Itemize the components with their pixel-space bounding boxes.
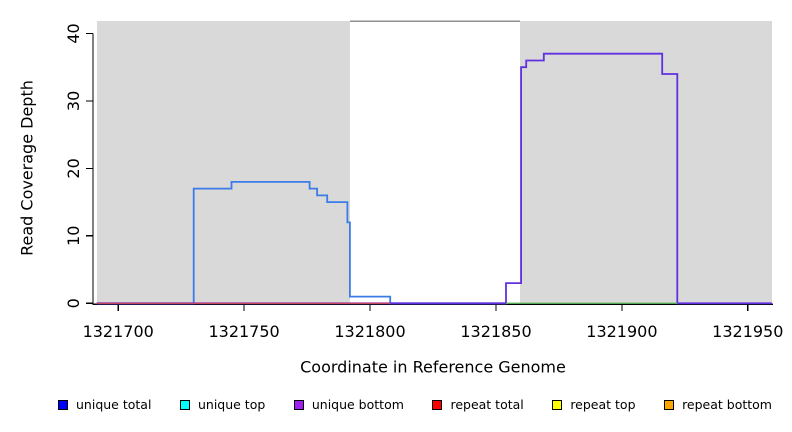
legend-label: repeat total	[450, 397, 524, 412]
legend-label: repeat top	[570, 397, 636, 412]
legend-swatch	[432, 400, 443, 410]
legend-label: unique top	[197, 397, 266, 412]
legend-label: repeat bottom	[682, 397, 772, 412]
y-tick-label: 20	[64, 158, 83, 178]
legend-label: unique bottom	[311, 397, 404, 412]
y-tick-label: 10	[64, 226, 83, 246]
x-tick-label: 1321800	[334, 322, 405, 341]
legend-item: unique top	[179, 397, 266, 412]
shaded-region	[519, 21, 772, 304]
legend-swatch	[179, 400, 190, 410]
legend-item: repeat bottom	[664, 398, 772, 412]
legend-swatch	[293, 400, 304, 410]
y-tick-label: 30	[64, 91, 83, 111]
legend-item: repeat total	[432, 397, 524, 412]
x-axis-title: Coordinate in Reference Genome	[300, 357, 566, 377]
legend-item: repeat top	[552, 397, 636, 412]
legend-swatch	[552, 400, 563, 410]
legend-label: unique total	[76, 397, 152, 412]
legend-item: unique bottom	[293, 397, 404, 412]
x-tick-label: 1321850	[460, 322, 531, 341]
series-unique-bottom	[96, 52, 772, 305]
x-tick-label: 1321750	[208, 322, 279, 341]
legend: unique total unique top unique bottom repea…	[58, 398, 772, 412]
x-tick-label: 1321700	[83, 322, 154, 341]
y-tick-label: 40	[64, 23, 83, 43]
y-tick-label: 0	[64, 298, 83, 308]
legend-item: unique total	[58, 398, 151, 412]
x-tick-label: 1321950	[712, 322, 783, 341]
legend-swatch	[664, 400, 675, 410]
shaded-region	[96, 21, 350, 304]
y-axis-title: Read Coverage Depth	[17, 80, 37, 256]
series-unique-total	[96, 180, 506, 305]
x-tick-label: 1321900	[586, 322, 657, 341]
legend-swatch	[58, 400, 68, 410]
